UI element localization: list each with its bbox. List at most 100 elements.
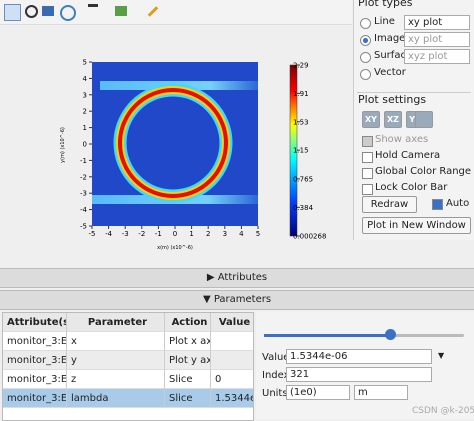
slider-thumb[interactable] xyxy=(385,329,396,340)
radio-label: Image xyxy=(374,33,406,44)
table-cell[interactable]: monitor_3:E (E) xyxy=(3,389,67,408)
column-header: Attribute(s) xyxy=(3,313,67,332)
x-tick-label: 4 xyxy=(239,230,244,238)
units-select[interactable]: m xyxy=(354,385,408,400)
rotate-icon[interactable] xyxy=(60,5,76,21)
table-cell[interactable]: y xyxy=(67,351,165,370)
dropdown-arrow[interactable]: ▼ xyxy=(438,351,445,360)
y-tick-label: 0 xyxy=(83,141,87,149)
y-tick-label: -3 xyxy=(80,190,87,198)
ring-field xyxy=(118,88,228,198)
checkbox-label: Lock Color Bar xyxy=(375,182,448,193)
table-cell[interactable] xyxy=(211,351,253,370)
colorbar-tick-label: 1.53 xyxy=(293,118,309,126)
units-scale-select[interactable]: (1e0) xyxy=(286,385,350,400)
checkbox-label: Hold Camera xyxy=(375,150,441,161)
x-tick-label: -2 xyxy=(138,230,145,238)
checkbox[interactable] xyxy=(362,168,373,179)
y-tick-label: 2 xyxy=(83,108,87,116)
section-title: Plot settings xyxy=(358,93,427,106)
table-cell[interactable]: Slice xyxy=(165,370,211,389)
plot-select[interactable]: xy plot xyxy=(404,32,470,47)
field-label: Units xyxy=(262,388,288,399)
view-button[interactable]: XY xyxy=(362,111,380,128)
parameters-bar[interactable]: ▼ Parameters xyxy=(0,290,474,310)
lock-view-button[interactable] xyxy=(415,111,433,128)
marker-icon[interactable] xyxy=(115,6,127,16)
x-tick-label: -3 xyxy=(122,230,129,238)
x-tick-label: 5 xyxy=(256,230,260,238)
column-header: Parameter xyxy=(67,313,165,332)
section-header: Parameters xyxy=(213,294,272,305)
colorbar-tick-label: 0.384 xyxy=(293,204,314,212)
text-icon[interactable] xyxy=(88,4,98,21)
column-header: Value xyxy=(211,313,253,332)
table-cell[interactable]: monitor_3:E (E) xyxy=(3,370,67,389)
parameter-table: Attribute(s) Parameter Action Value monitor_… xyxy=(2,312,254,421)
separator xyxy=(357,92,471,93)
table-cell[interactable]: z xyxy=(67,370,165,389)
new-window-button[interactable]: Plot in New Window xyxy=(362,217,471,234)
y-tick-label: 3 xyxy=(83,91,87,99)
radio-button[interactable] xyxy=(360,18,371,29)
plot-select[interactable]: xyz plot xyxy=(404,49,470,64)
table-cell[interactable]: Plot x axis xyxy=(165,332,211,351)
pen-icon[interactable] xyxy=(147,6,159,17)
watermark: CSDN @k-205 xyxy=(412,406,474,416)
table-cell[interactable]: 0 xyxy=(211,370,253,389)
attributes-bar[interactable]: ▶ Attributes xyxy=(0,268,474,288)
y-tick-label: -4 xyxy=(80,206,88,214)
index-field[interactable]: 321 xyxy=(286,367,432,382)
redraw-button[interactable]: Redraw xyxy=(362,196,417,213)
radio-button[interactable] xyxy=(360,35,371,46)
colorbar-tick-label: 1.91 xyxy=(293,90,309,98)
table-cell[interactable]: x xyxy=(67,332,165,351)
pan-icon[interactable] xyxy=(42,6,54,16)
section-title: Plot types xyxy=(358,0,413,9)
checkbox xyxy=(362,136,373,147)
x-tick-label: 1 xyxy=(189,230,193,238)
colorbar-tick-label: 2.29 xyxy=(293,62,309,70)
y-axis-label: y(m) (x10^-6) xyxy=(60,127,66,163)
radio-button[interactable] xyxy=(360,52,371,63)
x-tick-label: -4 xyxy=(105,230,113,238)
toolbar xyxy=(0,0,352,25)
table-cell[interactable]: lambda xyxy=(67,389,165,408)
value-field[interactable]: 1.5344e-06 xyxy=(286,349,432,364)
colorbar-tick-label: 0.765 xyxy=(293,175,313,183)
radio-button[interactable] xyxy=(360,69,371,80)
colorbar-tick-label: 0.000268 xyxy=(293,233,326,241)
x-tick-label: 0 xyxy=(173,230,177,238)
table-cell[interactable] xyxy=(211,332,253,351)
y-tick-label: 4 xyxy=(83,75,88,83)
zoom-icon[interactable] xyxy=(25,5,38,18)
auto-checkbox[interactable] xyxy=(432,199,443,210)
view-button[interactable]: XZ xyxy=(384,111,402,128)
expand-icon: ▶ xyxy=(206,272,218,283)
table-cell[interactable]: 1.5344e-06 xyxy=(211,389,253,408)
select-icon[interactable] xyxy=(4,4,21,21)
x-tick-label: 2 xyxy=(206,230,210,238)
x-tick-label: -5 xyxy=(89,230,96,238)
section-header: Attributes xyxy=(217,272,268,283)
y-tick-label: 5 xyxy=(83,59,87,67)
checkbox[interactable] xyxy=(362,152,373,163)
column-header: Action xyxy=(165,313,211,332)
field-label: Value xyxy=(262,352,290,363)
y-tick-label: -1 xyxy=(80,157,87,165)
field-label: Index xyxy=(262,370,290,381)
radio-label: Vector xyxy=(374,67,406,78)
plot-select[interactable]: xy plot xyxy=(404,15,470,30)
table-cell[interactable]: monitor_3:E (E) xyxy=(3,351,67,370)
checkbox-label: Show axes xyxy=(375,134,429,145)
value-panel: Value 1.5344e-06 ▼ Index 321 Units (1e0)… xyxy=(256,312,474,419)
x-axis-label: x(m) (x10^-6) xyxy=(157,245,193,251)
table-cell[interactable]: Plot y axis xyxy=(165,351,211,370)
checkbox[interactable] xyxy=(362,184,373,195)
slider-fill xyxy=(264,334,392,337)
x-tick-label: -1 xyxy=(155,230,162,238)
table-cell[interactable]: Slice xyxy=(165,389,211,408)
x-tick-label: 3 xyxy=(223,230,227,238)
table-cell[interactable]: monitor_3:E (E) xyxy=(3,332,67,351)
